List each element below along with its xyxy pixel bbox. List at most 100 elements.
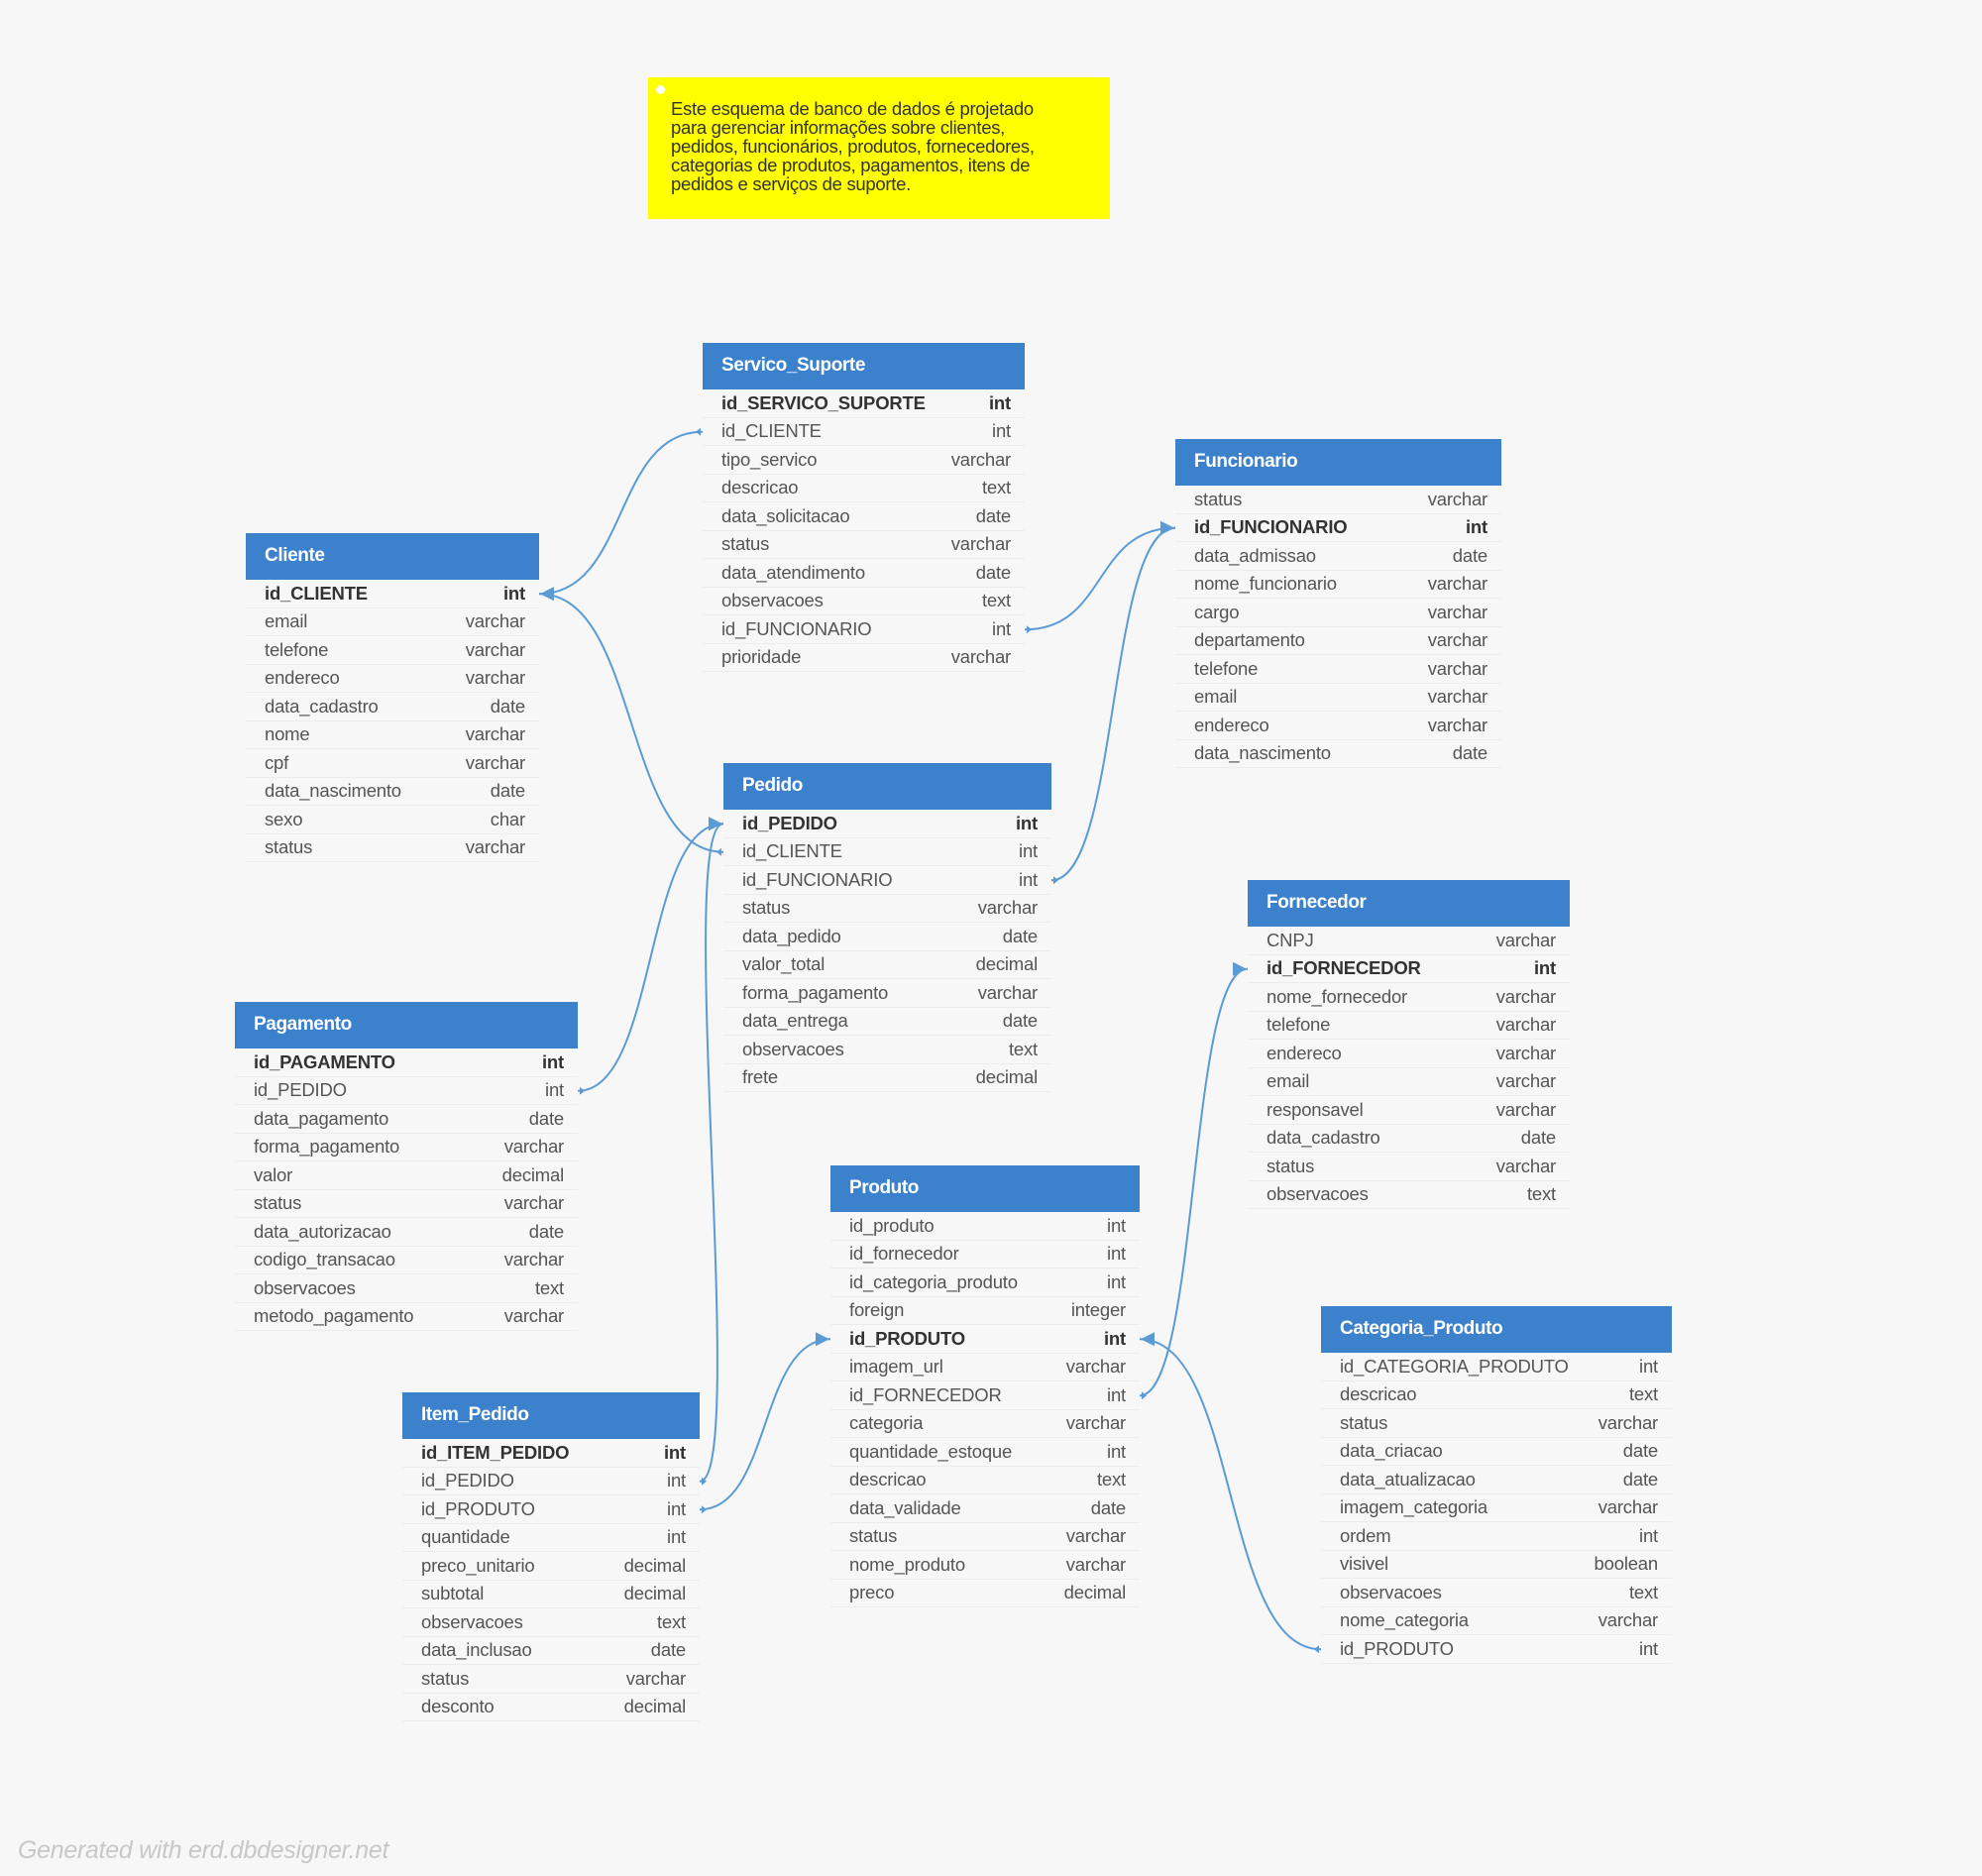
table-row[interactable]: forma_pagamento varchar (235, 1134, 578, 1161)
table-row[interactable]: preco_unitario decimal (402, 1552, 700, 1581)
table-row[interactable]: status varchar (1321, 1409, 1672, 1438)
relationship-line[interactable] (1139, 1338, 1322, 1651)
table-cliente[interactable]: Cliente id_CLIENTE int email varchar telefone… (246, 533, 539, 862)
table-row[interactable]: ordem int (1321, 1522, 1672, 1551)
table-row[interactable]: id_CLIENTE int (246, 580, 539, 608)
table-row[interactable]: data_atendimento date (703, 559, 1025, 588)
table-row[interactable]: data_inclusao date (402, 1637, 700, 1665)
table-row[interactable]: observacoes text (235, 1274, 578, 1303)
table-row[interactable]: codigo_transacao varchar (235, 1247, 578, 1274)
table-row[interactable]: id_PAGAMENTO int (235, 1048, 578, 1077)
note-handle-icon[interactable] (656, 85, 665, 94)
table-header[interactable]: Servico_Suporte (703, 343, 1025, 389)
table-row[interactable]: id_FORNECEDOR int (830, 1381, 1140, 1410)
relationship-line[interactable] (538, 593, 724, 853)
relationship-line[interactable] (699, 1338, 831, 1511)
table-row[interactable]: id_CLIENTE int (723, 838, 1051, 866)
table-row[interactable]: data_admissao date (1175, 542, 1501, 571)
table-row[interactable]: nome varchar (246, 721, 539, 749)
table-row[interactable]: categoria varchar (830, 1410, 1140, 1438)
table-header[interactable]: Funcionario (1175, 439, 1501, 486)
table-header[interactable]: Pagamento (235, 1002, 578, 1048)
schema-note[interactable]: Este esquema de banco de dados é projeta… (648, 77, 1110, 219)
table-row[interactable]: data_solicitacao date (703, 502, 1025, 531)
table-row[interactable]: responsavel varchar (1248, 1096, 1570, 1125)
table-row[interactable]: telefone varchar (1175, 655, 1501, 684)
table-row[interactable]: status varchar (830, 1523, 1140, 1551)
table-row[interactable]: status varchar (246, 834, 539, 862)
table-row[interactable]: descricao text (1321, 1381, 1672, 1409)
table-row[interactable]: id_PEDIDO int (723, 810, 1051, 838)
table-row[interactable]: desconto decimal (402, 1694, 700, 1721)
table-row[interactable]: data_nascimento date (246, 778, 539, 806)
table-row[interactable]: email varchar (1175, 684, 1501, 712)
table-row[interactable]: quantidade_estoque int (830, 1438, 1140, 1467)
table-row[interactable]: observacoes text (723, 1036, 1051, 1064)
table-row[interactable]: id_ITEM_PEDIDO int (402, 1439, 700, 1468)
table-row[interactable]: id_PEDIDO int (235, 1077, 578, 1105)
table-header[interactable]: Cliente (246, 533, 539, 580)
table-row[interactable]: cpf varchar (246, 749, 539, 778)
table-row[interactable]: status varchar (1175, 486, 1501, 514)
table-row[interactable]: status varchar (1248, 1153, 1570, 1181)
table-header[interactable]: Pedido (723, 763, 1051, 810)
table-row[interactable]: status varchar (235, 1190, 578, 1218)
table-row[interactable]: nome_produto varchar (830, 1551, 1140, 1580)
table-row[interactable]: subtotal decimal (402, 1581, 700, 1608)
table-row[interactable]: tipo_servico varchar (703, 446, 1025, 475)
table-row[interactable]: id_CATEGORIA_PRODUTO int (1321, 1353, 1672, 1381)
table-row[interactable]: email varchar (1248, 1068, 1570, 1096)
table-row[interactable]: data_autorizacao date (235, 1218, 578, 1247)
table-row[interactable]: status varchar (703, 531, 1025, 559)
table-row[interactable]: nome_fornecedor varchar (1248, 983, 1570, 1012)
table-row[interactable]: id_PRODUTO int (830, 1325, 1140, 1354)
table-row[interactable]: id_FUNCIONARIO int (1175, 514, 1501, 542)
table-row[interactable]: valor decimal (235, 1161, 578, 1190)
table-header[interactable]: Categoria_Produto (1321, 1306, 1672, 1353)
table-row[interactable]: id_fornecedor int (830, 1241, 1140, 1269)
table-row[interactable]: endereco varchar (1248, 1040, 1570, 1068)
table-row[interactable]: observacoes text (703, 588, 1025, 615)
table-row[interactable]: id_PRODUTO int (1321, 1635, 1672, 1664)
table-row[interactable]: endereco varchar (246, 665, 539, 693)
relationship-line[interactable] (1024, 526, 1176, 631)
table-row[interactable]: data_pagamento date (235, 1105, 578, 1134)
table-row[interactable]: visivel boolean (1321, 1551, 1672, 1579)
table-row[interactable]: departamento varchar (1175, 627, 1501, 655)
table-row[interactable]: imagem_categoria varchar (1321, 1494, 1672, 1522)
table-row[interactable]: CNPJ varchar (1248, 927, 1570, 955)
table-row[interactable]: id_categoria_produto int (830, 1269, 1140, 1297)
table-row[interactable]: telefone varchar (1248, 1012, 1570, 1040)
table-row[interactable]: forma_pagamento varchar (723, 979, 1051, 1008)
table-header[interactable]: Produto (830, 1165, 1140, 1212)
table-row[interactable]: valor_total decimal (723, 951, 1051, 979)
table-row[interactable]: quantidade int (402, 1524, 700, 1552)
table-row[interactable]: frete decimal (723, 1064, 1051, 1092)
table-row[interactable]: id_FUNCIONARIO int (703, 615, 1025, 644)
table-row[interactable]: id_FUNCIONARIO int (723, 866, 1051, 895)
table-row[interactable]: metodo_pagamento varchar (235, 1303, 578, 1331)
table-pedido[interactable]: Pedido id_PEDIDO int id_CLIENTE int id_FUNCIO… (723, 763, 1051, 1092)
table-row[interactable]: preco decimal (830, 1580, 1140, 1607)
table-row[interactable]: observacoes text (1248, 1181, 1570, 1209)
table-funcionario[interactable]: Funcionario status varchar id_FUNCIONARIO in… (1175, 439, 1501, 768)
table-row[interactable]: endereco varchar (1175, 712, 1501, 740)
table-row[interactable]: data_nascimento date (1175, 740, 1501, 768)
table-header[interactable]: Fornecedor (1248, 880, 1570, 927)
table-row[interactable]: data_atualizacao date (1321, 1466, 1672, 1494)
table-row[interactable]: prioridade varchar (703, 644, 1025, 672)
table-row[interactable]: observacoes text (1321, 1579, 1672, 1607)
table-row[interactable]: id_produto int (830, 1212, 1140, 1241)
table-row[interactable]: id_PRODUTO int (402, 1495, 700, 1524)
relationship-line[interactable] (577, 823, 724, 1092)
relationship-line[interactable] (538, 430, 704, 596)
table-produto[interactable]: Produto id_produto int id_fornecedor int id_c… (830, 1165, 1140, 1607)
table-row[interactable]: foreign integer (830, 1297, 1140, 1325)
relationship-line[interactable] (1139, 967, 1249, 1397)
relationship-line[interactable] (1050, 526, 1176, 882)
table-pagamento[interactable]: Pagamento id_PAGAMENTO int id_PEDIDO int data… (235, 1002, 578, 1331)
relationship-line[interactable] (699, 823, 724, 1483)
table-row[interactable]: data_cadastro date (246, 693, 539, 721)
table-categoria-produto[interactable]: Categoria_Produto id_CATEGORIA_PRODUTO int… (1321, 1306, 1672, 1664)
table-row[interactable]: telefone varchar (246, 636, 539, 665)
